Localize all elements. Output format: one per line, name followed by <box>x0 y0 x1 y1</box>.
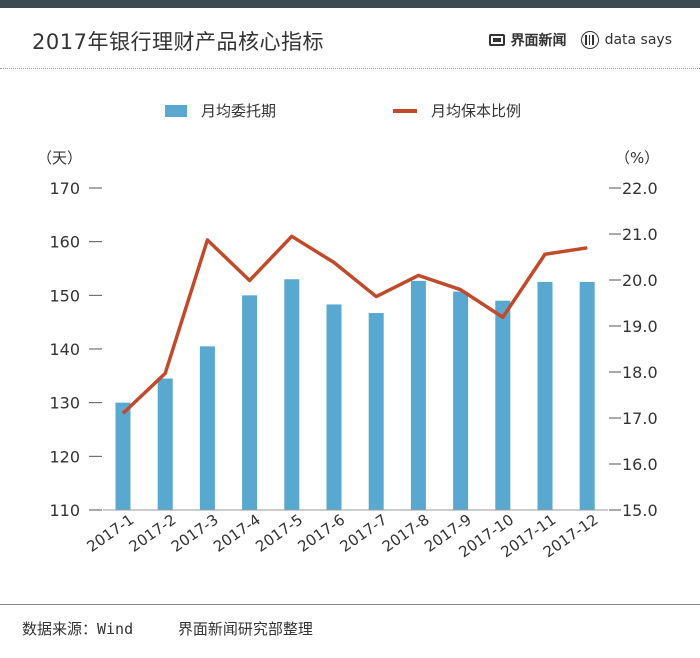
legend-item-line: 月均保本比例 <box>393 100 521 121</box>
y-left-tick-label: 110 <box>49 501 80 520</box>
credit-note: 界面新闻研究部整理 <box>177 620 313 638</box>
bar <box>284 279 300 510</box>
y-right-tick-label: 17.0 <box>622 409 658 428</box>
legend-item-bar: 月均委托期 <box>165 100 276 121</box>
y-left-tick-label: 120 <box>49 447 80 466</box>
top-bar <box>0 0 700 8</box>
jiemian-logo-icon <box>488 34 505 46</box>
x-tick-label: 2017-5 <box>252 511 306 556</box>
y-right-unit: （%） <box>615 149 659 167</box>
y-right-tick-label: 20.0 <box>622 271 658 290</box>
x-tick-label: 2017-1 <box>83 511 137 556</box>
data-says-icon <box>580 31 599 49</box>
bar <box>410 280 426 510</box>
bar <box>242 295 258 510</box>
y-right-tick-label: 15.0 <box>622 501 658 520</box>
x-tick-label: 2017-7 <box>337 511 391 556</box>
footer-divider <box>0 604 700 605</box>
line-series <box>121 234 588 415</box>
brand-sub: data says <box>604 32 672 48</box>
x-tick-label: 2017-4 <box>210 511 264 556</box>
y-right-tick-label: 21.0 <box>622 225 658 244</box>
y-left-unit: （天） <box>37 149 82 167</box>
bar <box>495 300 511 510</box>
y-left-tick-label: 130 <box>49 394 80 413</box>
header-divider <box>0 68 700 69</box>
bar <box>157 378 173 510</box>
combo-chart: （天） （%） 110 120 130 140 150 160 170 15.0 16.0 17.0 1… <box>37 149 659 561</box>
legend: 月均委托期 月均保本比例 <box>0 100 700 124</box>
bar <box>537 281 553 510</box>
y-right-tick-label: 18.0 <box>622 363 658 382</box>
legend-line-swatch <box>393 108 417 113</box>
bar <box>453 291 469 510</box>
y-left-tick-label: 170 <box>49 179 80 198</box>
footer: 数据来源：Wind 界面新闻研究部整理 <box>22 618 313 639</box>
legend-bar-label: 月均委托期 <box>201 102 277 120</box>
x-tick-label: 2017-6 <box>294 511 348 556</box>
bar <box>115 402 131 510</box>
y-left-tick-label: 140 <box>49 340 80 359</box>
y-left-tick-label: 160 <box>49 233 80 252</box>
brand-name: 界面新闻 <box>510 33 567 49</box>
y-right-tick-label: 19.0 <box>622 317 658 336</box>
bar <box>368 313 384 510</box>
bar <box>326 304 342 510</box>
x-tick-label: 2017-2 <box>126 511 180 556</box>
x-tick-label: 2017-3 <box>168 511 222 556</box>
bar <box>579 281 595 510</box>
source-note: 数据来源：Wind <box>22 620 134 638</box>
legend-bar-swatch <box>165 104 187 117</box>
y-left-tick-label: 150 <box>49 286 80 305</box>
x-tick-label: 2017-8 <box>379 511 433 556</box>
chart-title: 2017年银行理财产品核心指标 <box>32 30 324 54</box>
bar <box>199 346 215 510</box>
y-right-tick-label: 16.0 <box>622 455 658 474</box>
legend-line-label: 月均保本比例 <box>431 102 522 120</box>
y-right-tick-label: 22.0 <box>622 179 658 198</box>
brand: 界面新闻 data says <box>488 30 672 50</box>
